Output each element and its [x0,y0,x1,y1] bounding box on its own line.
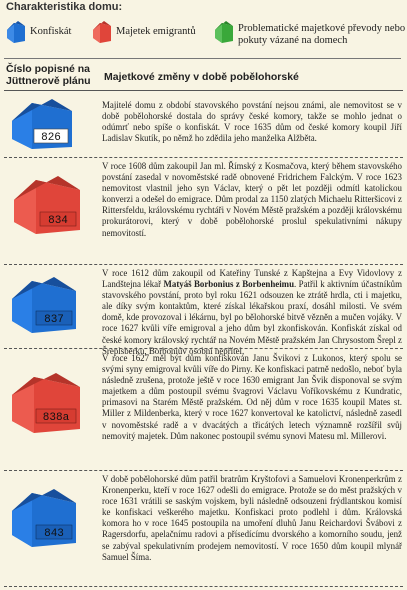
row-text-end: . Patřil k aktivním účastníkům stavovské… [102,279,402,356]
house-number-label: 826 [41,132,61,144]
legend-label: Majetek emigrantů [116,26,196,37]
house-icon [93,21,111,43]
house-icon: 826 [12,99,72,149]
house-icon: 838a [12,373,80,433]
legend-label: Konfiskát [30,26,72,37]
legend-title: Charakteristika domu: [6,1,123,13]
house-icon [215,21,233,43]
row-text: V době pobělohorské dům patřil bratrům K… [102,474,402,562]
house-number-label: 838a [43,412,70,424]
row-text-start: V roce 1612 dům zakoupil od Kateřiny Tun… [102,268,402,290]
row-separator [4,348,403,349]
house-number-label: 834 [48,215,68,227]
house-icon [7,21,25,43]
row-separator [4,586,403,587]
column-header-changes: Majetkové změny v době pobělohorské [104,71,299,83]
legend-label: Problematické majetkové převody nebo pok… [238,23,406,46]
header-rule [4,58,401,59]
house-icon: 843 [12,489,76,547]
row-separator [4,90,403,91]
row-separator [4,157,403,158]
row-separator [4,470,403,471]
column-header-number: Číslo popisné na Jüttnerově plánu [6,63,91,87]
row-separator [4,264,403,265]
house-icon: 834 [14,176,80,234]
row-text: V roce 1612 dům zakoupil od Kateřiny Tun… [102,268,402,357]
person-name-bold: Matyáš Borbonius z Borbenheimu [163,279,295,290]
house-icon: 837 [12,277,76,333]
row-text: Majitelé domu z období stavovského povst… [102,100,402,144]
house-number-label: 843 [44,528,64,540]
house-number-label: 837 [44,314,64,326]
row-text: V roce 1627 měl být dům konfiskován Janu… [102,353,402,441]
row-text: V roce 1608 dům zakoupil Jan ml. Římský … [102,161,402,238]
